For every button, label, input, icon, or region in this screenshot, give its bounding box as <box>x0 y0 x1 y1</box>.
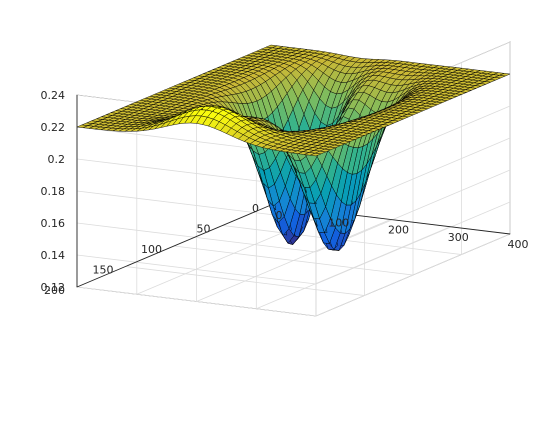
x-tick-label: 0 <box>276 209 283 222</box>
z-tick-label: 0.22 <box>41 121 66 134</box>
x-tick-label: 400 <box>508 238 529 251</box>
z-tick-label: 0.18 <box>41 185 66 198</box>
y-tick-label: 50 <box>197 223 211 236</box>
z-tick-label: 0.24 <box>41 89 66 102</box>
y-tick-label: 100 <box>141 243 162 256</box>
y-tick-label: 150 <box>93 264 114 277</box>
y-tick-label: 0 <box>252 202 259 215</box>
x-tick-label: 300 <box>448 231 469 244</box>
z-tick-label: 0.16 <box>41 217 66 230</box>
x-tick-label: 100 <box>328 216 349 229</box>
z-tick-label: 0.12 <box>41 281 66 294</box>
x-tick-label: 200 <box>388 224 409 237</box>
z-tick-label: 0.14 <box>41 249 66 262</box>
z-tick-label: 0.2 <box>48 153 66 166</box>
